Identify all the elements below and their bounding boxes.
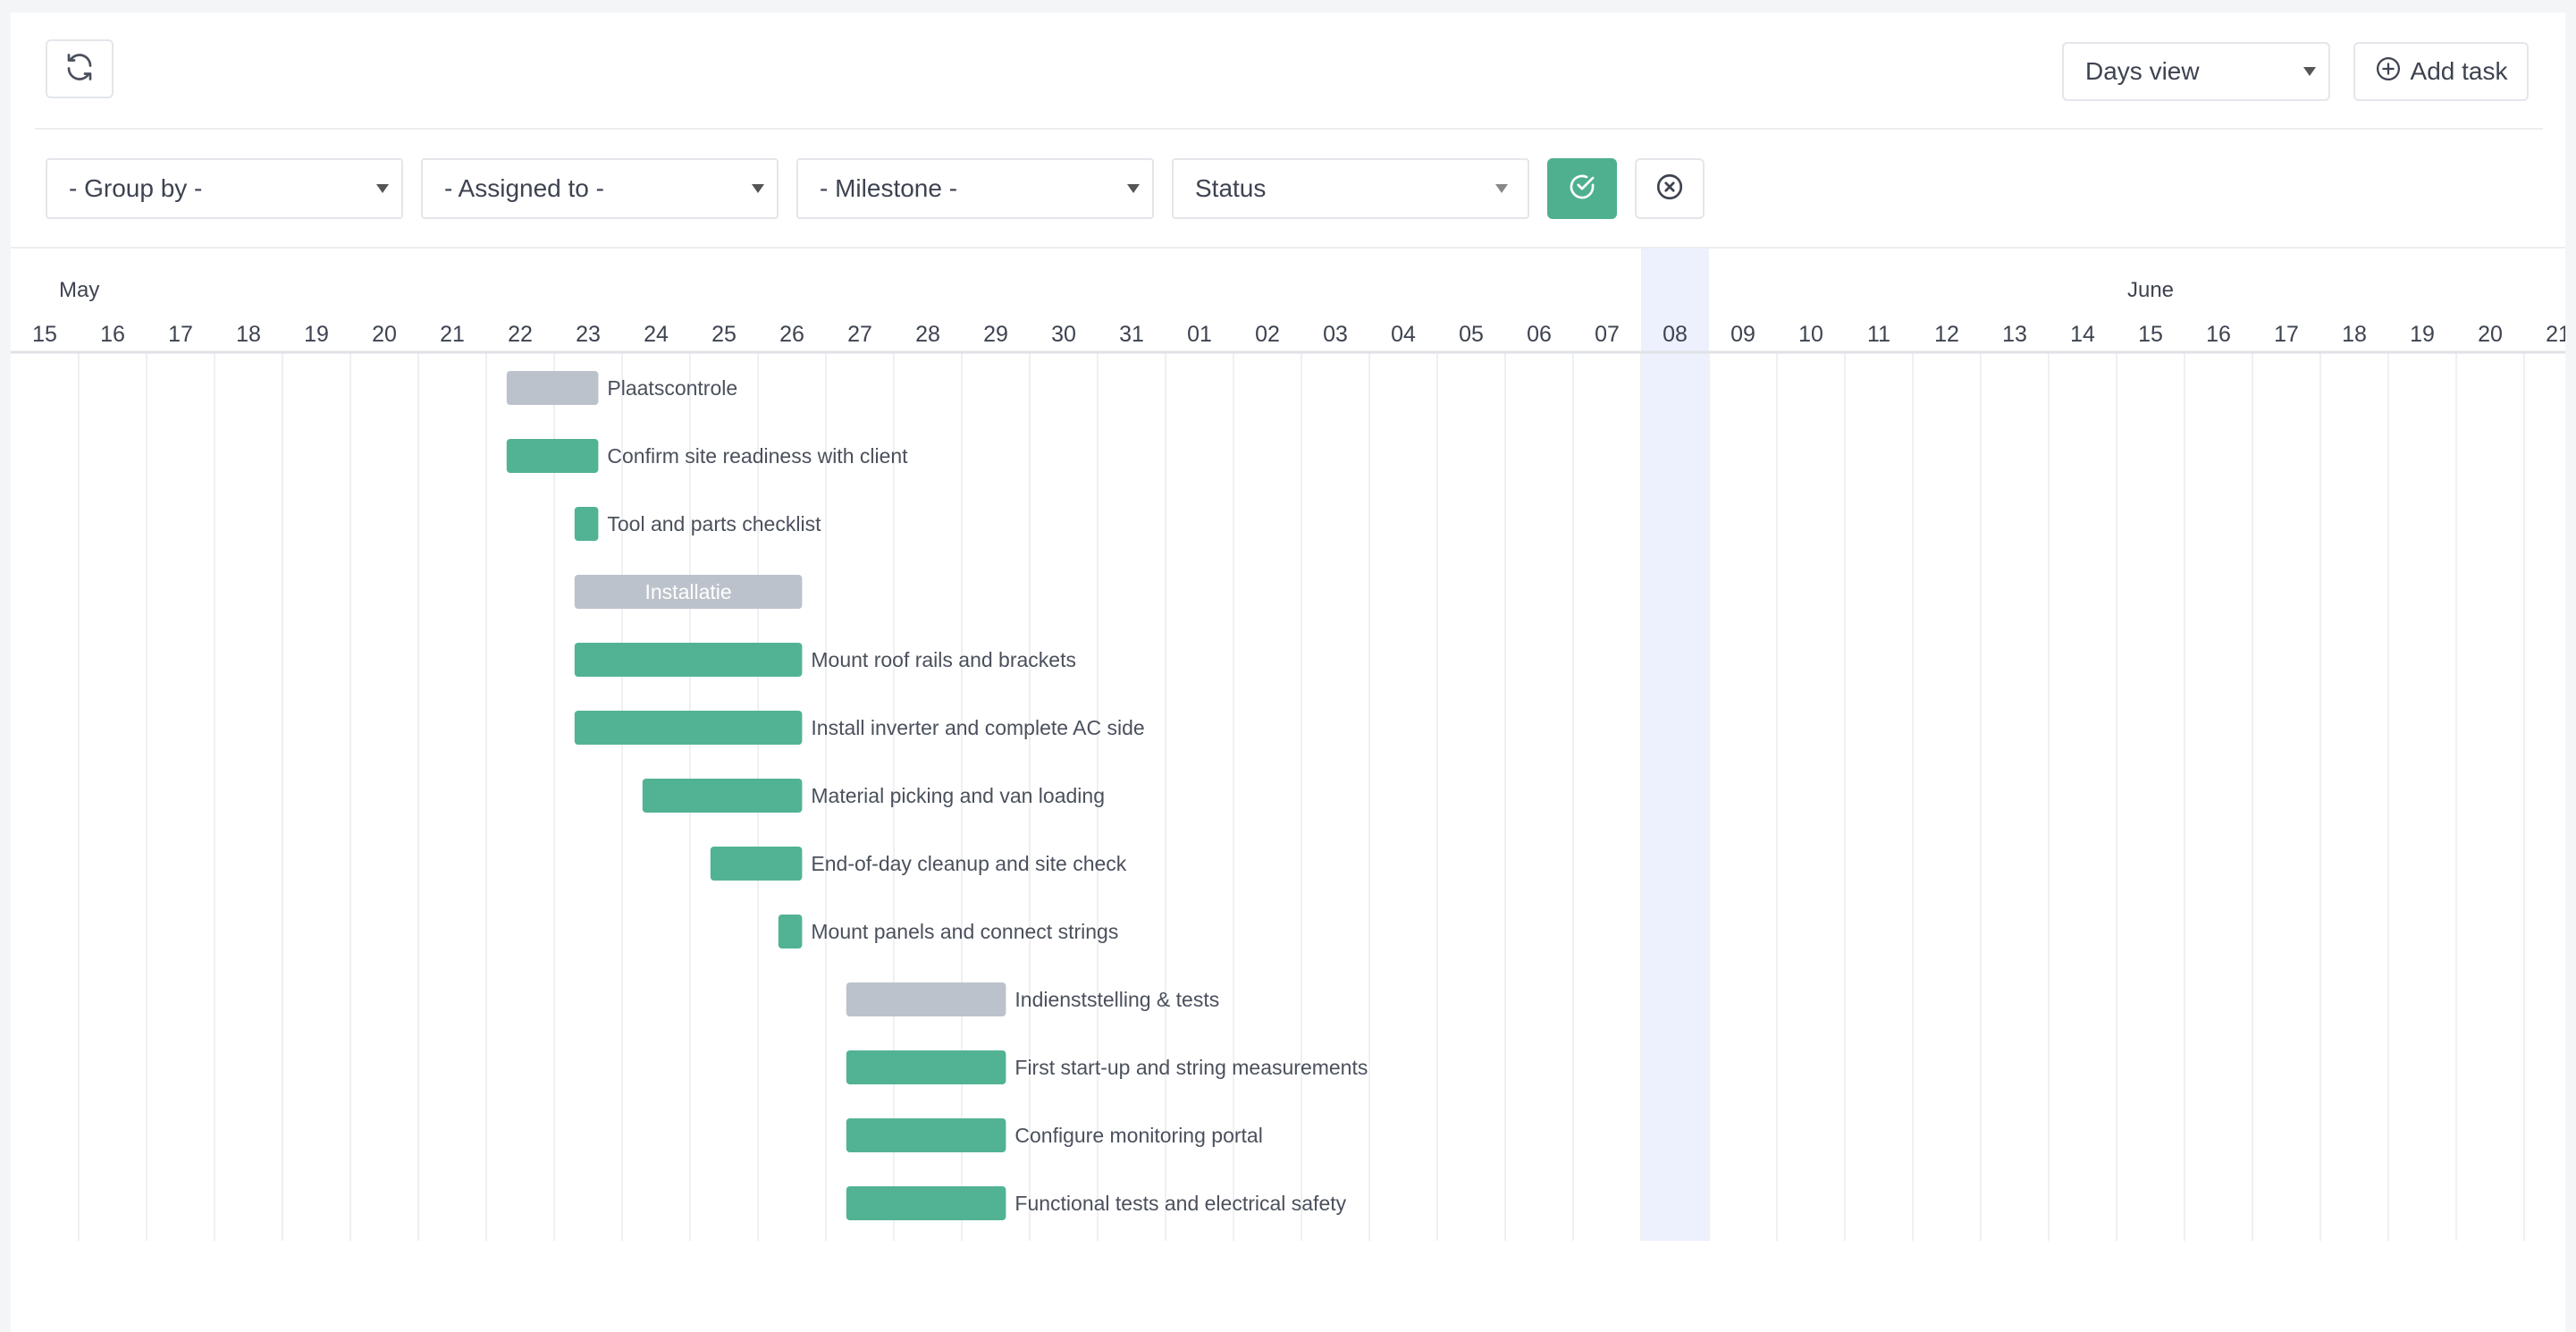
gantt-card: Days view Add task - Group by - - Assign…: [11, 13, 2565, 1332]
chevron-down-icon: [1495, 184, 1508, 193]
task-bar-label: End-of-day cleanup and site check: [811, 852, 1126, 875]
task-bar-label: Material picking and van loading: [811, 784, 1105, 807]
group-by-select[interactable]: - Group by -: [46, 158, 403, 219]
add-task-label: Add task: [2410, 57, 2508, 85]
chevron-down-icon: [376, 184, 389, 193]
day-label: 21: [440, 322, 465, 347]
day-label: 06: [1527, 322, 1552, 347]
milestone-value: - Milestone -: [820, 174, 958, 202]
task-bar[interactable]: [846, 1186, 1006, 1220]
task-bar-label: Functional tests and electrical safety: [1014, 1192, 1346, 1215]
refresh-icon: [63, 51, 96, 88]
task-bar[interactable]: [642, 779, 803, 813]
task-bar-label: Confirm site readiness with client: [607, 444, 908, 468]
task-bar-label: Mount roof rails and brackets: [811, 648, 1076, 671]
day-label: 15: [2138, 322, 2163, 347]
day-label: 02: [1255, 322, 1280, 347]
day-label: 25: [711, 322, 737, 347]
day-label: 22: [508, 322, 533, 347]
gantt-timeline: May June 15 16 17 18 19 20 21 22 23 24 25 26 27 28 29 30 3…: [11, 249, 2565, 1241]
day-label: 18: [2342, 322, 2367, 347]
day-label: 08: [1663, 322, 1688, 347]
day-label: 21: [2546, 322, 2565, 347]
day-label: 05: [1459, 322, 1484, 347]
toolbar-divider: [35, 128, 2543, 130]
add-task-button[interactable]: Add task: [2353, 42, 2529, 101]
day-label: 11: [1867, 322, 1890, 347]
chevron-down-icon: [2303, 67, 2316, 76]
task-bar-label: Configure monitoring portal: [1014, 1124, 1262, 1147]
day-label: 28: [915, 322, 940, 347]
day-label: 30: [1051, 322, 1076, 347]
day-label: 09: [1730, 322, 1755, 347]
day-label: 19: [2410, 322, 2435, 347]
group-bar-label: Installatie: [645, 580, 732, 603]
toolbar: Days view Add task: [11, 13, 2565, 129]
day-label: 20: [2478, 322, 2503, 347]
day-label: 17: [168, 322, 193, 347]
group-bar[interactable]: [846, 982, 1006, 1016]
view-select[interactable]: Days view: [2062, 42, 2330, 101]
plus-circle-icon: [2375, 55, 2402, 89]
day-label: 26: [779, 322, 804, 347]
day-label: 15: [32, 322, 57, 347]
task-bar[interactable]: [710, 847, 803, 881]
task-bar[interactable]: [574, 711, 803, 745]
task-bar[interactable]: [574, 507, 599, 541]
chevron-down-icon: [1127, 184, 1140, 193]
day-label: 24: [644, 322, 669, 347]
day-label: 12: [1934, 322, 1959, 347]
day-label: 14: [2070, 322, 2095, 347]
clear-filters-button[interactable]: [1635, 158, 1705, 219]
group-bar[interactable]: [506, 371, 599, 405]
day-label: 04: [1391, 322, 1416, 347]
task-bar-label: Tool and parts checklist: [607, 512, 821, 535]
status-value: Status: [1195, 174, 1267, 202]
task-bar[interactable]: [846, 1050, 1006, 1084]
check-circle-icon: [1567, 172, 1597, 207]
assigned-to-select[interactable]: - Assigned to -: [421, 158, 779, 219]
view-select-value: Days view: [2085, 57, 2200, 85]
day-label: 19: [304, 322, 329, 347]
day-label: 10: [1798, 322, 1823, 347]
task-bar[interactable]: [846, 1118, 1006, 1152]
milestone-select[interactable]: - Milestone -: [796, 158, 1154, 219]
task-bar-label: Mount panels and connect strings: [811, 920, 1118, 943]
day-label: 23: [576, 322, 601, 347]
task-bar-label: First start-up and string measurements: [1014, 1056, 1368, 1079]
close-circle-icon: [1654, 172, 1685, 207]
status-select[interactable]: Status: [1172, 158, 1529, 219]
day-label: 13: [2002, 322, 2027, 347]
group-bar-label: Plaatscontrole: [607, 376, 737, 400]
assigned-to-value: - Assigned to -: [444, 174, 604, 202]
day-label: 01: [1187, 322, 1212, 347]
group-bar-label: Indienststelling & tests: [1014, 988, 1219, 1011]
chevron-down-icon: [752, 184, 764, 193]
day-label: 27: [847, 322, 872, 347]
day-label: 07: [1595, 322, 1620, 347]
day-label: 20: [372, 322, 397, 347]
day-label: 03: [1323, 322, 1348, 347]
task-bar[interactable]: [506, 439, 599, 473]
month-label: May: [59, 278, 99, 302]
day-label: 18: [236, 322, 261, 347]
day-label: 16: [2206, 322, 2231, 347]
today-column-highlight: [1641, 249, 1709, 1241]
refresh-button[interactable]: [46, 39, 114, 98]
task-bar-label: Install inverter and complete AC side: [811, 716, 1144, 739]
day-label: 17: [2274, 322, 2299, 347]
day-label: 16: [100, 322, 125, 347]
group-bar[interactable]: [574, 575, 803, 609]
month-label: June: [2127, 278, 2174, 302]
apply-filters-button[interactable]: [1547, 158, 1617, 219]
day-label: 29: [983, 322, 1008, 347]
filters-divider: [11, 247, 2565, 249]
group-by-value: - Group by -: [69, 174, 203, 202]
task-bar[interactable]: [778, 915, 803, 948]
task-bar[interactable]: [574, 643, 803, 677]
gantt-chart: May June 15 16 17 18 19 20 21 22 23 24 25 26 27 28 29 30 3…: [11, 249, 2565, 1241]
day-label: 31: [1119, 322, 1144, 347]
